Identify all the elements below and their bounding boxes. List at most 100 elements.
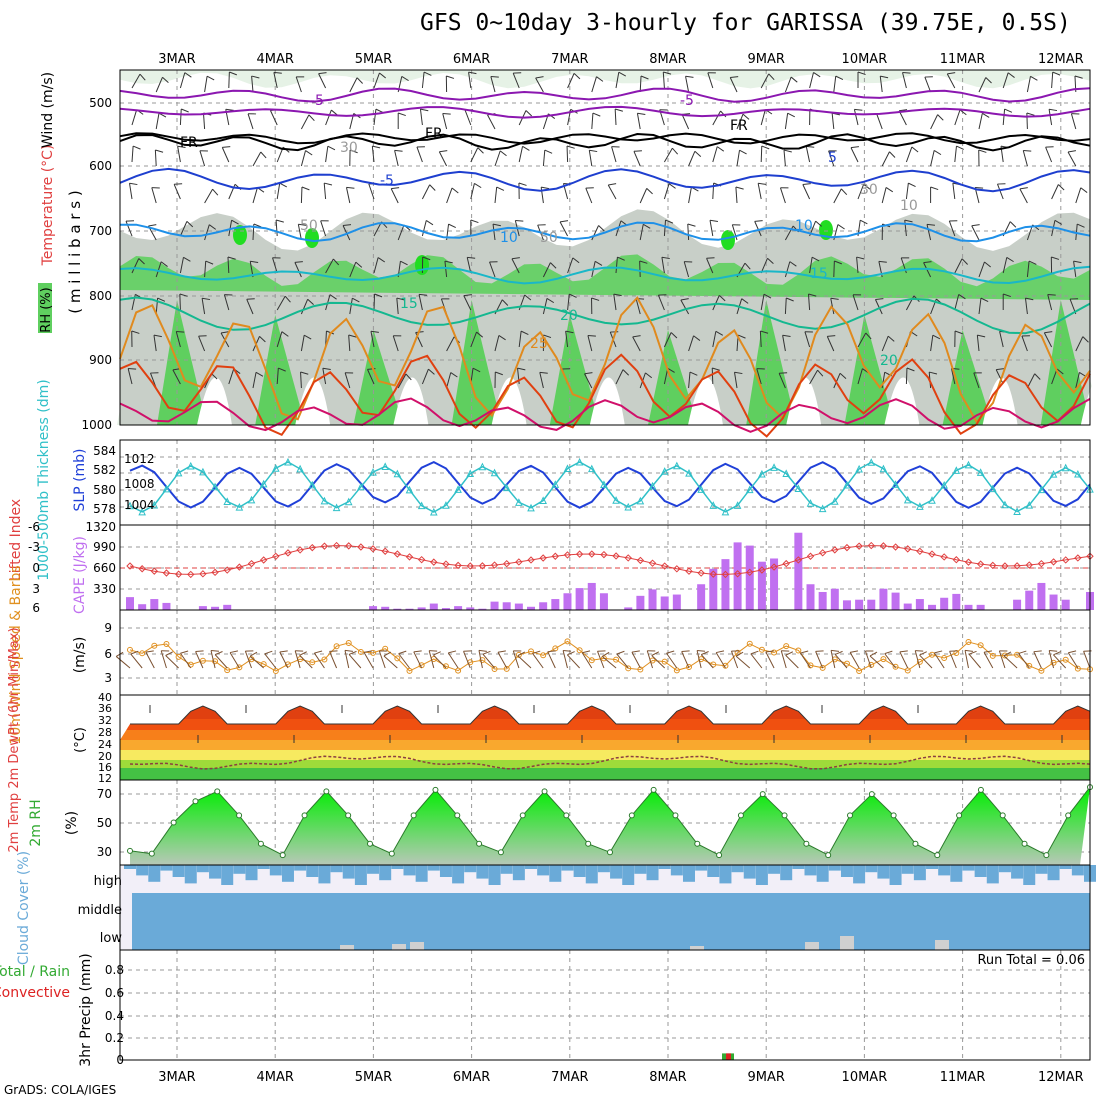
cape-bar [478,608,487,610]
slp-marker [891,480,900,488]
wind10-barb [651,655,666,669]
wind10-barb [195,651,204,669]
cloud-high-bar [427,865,440,871]
wind10-barb [1067,652,1079,669]
wind-barb [367,369,375,385]
rh-marker [519,812,526,819]
date-axes: 3MAR 3MAR 4MAR 4MAR 5MAR 5MAR 6MAR 6MAR 7MAR 7MAR… [158,52,1083,1085]
wind-barb-flag [760,330,769,334]
wind-barb-flag [802,183,811,185]
slp-tick: 1012 [124,452,155,466]
rh-marker [781,812,788,819]
wind10-barb [581,652,593,669]
wind10-barb [115,656,131,669]
wind-barb [325,294,331,311]
wind-barb-flag [598,225,605,232]
bottom-date-label: 9MAR [747,1070,784,1085]
wind-barb-flag [742,113,750,120]
wind-barb [373,293,376,311]
wind-barb-flag [300,371,309,375]
wind10-barb [735,655,751,669]
wind-barb-flag [718,295,726,302]
wind-barb-flag [496,186,505,191]
wind-barb [1045,146,1053,163]
wind-barb [394,150,399,167]
wind-speed-marker [199,657,206,664]
wind10-barb-flag [716,650,725,654]
wind-barb-flag [971,224,980,227]
temp-tick: 24 [98,738,112,751]
wind-barb [584,373,593,389]
wind-barb-flag [1058,184,1065,191]
wind-barb [904,220,907,237]
wind-speed-marker [321,656,328,663]
bottom-date-label: 4MAR [256,1070,293,1085]
wind10-barb-flag [884,650,893,655]
rh-spike-green [353,330,404,425]
wind-barb-flag [303,334,312,340]
wind-barb [227,256,230,274]
cloud-high-bar [281,865,294,882]
rh-spike-green [648,330,698,425]
wind-barb [172,369,181,385]
cloud-high-bar [573,865,586,877]
temp-tick: 20 [98,750,112,763]
cloud-high-bar [816,865,829,882]
wind-barb [492,224,496,241]
wind-barb-flag [284,295,291,303]
wind-barb [681,114,690,130]
wind-barb [228,368,235,385]
wind-barb-flag [439,150,448,153]
wind-barb [663,332,672,348]
wind-barb-flag [278,367,286,372]
wind10-barb [145,651,155,669]
cape-bar [211,606,220,610]
cloud-low-bar [840,936,854,950]
wind10-barb-flag [210,649,220,652]
cloud-high-bar [780,865,793,881]
wind10-barb [681,651,690,669]
slp-marker [211,482,219,491]
cloud-label: Cloud Cover (%) [16,851,32,965]
wind-barb-flag [546,297,555,304]
rh-spike-green [746,300,797,425]
wind-barb [662,72,665,89]
wind10-barb [750,653,763,669]
top-date-label: 6MAR [453,52,490,67]
top-date-label: 11MAR [940,52,986,67]
wind-barb-flag [1028,260,1037,265]
wind-barb [463,295,472,311]
rh-dry-cone [786,377,822,425]
wind10-barb [1083,651,1091,669]
rh-legend-label: RH (%) [39,287,54,332]
cape-bar [429,603,438,610]
wind-barb [494,187,498,204]
wind-barb-flag [889,151,896,158]
cloud-high-bar [124,865,136,869]
li-marker [855,542,863,550]
cloud-high-bar [379,865,392,881]
wind-barb-flag [186,221,194,228]
wind10-barb [383,655,398,669]
wind-barb-flag [573,73,581,80]
wind-barb-flag [205,260,214,265]
wind-barb-flag [355,261,363,268]
slp-marker [332,503,341,512]
wind-speed-marker [576,647,583,654]
wind-barb-flag [694,150,702,157]
rh-marker [236,812,243,819]
wind-barb-flag [517,367,526,371]
wind-barb [905,146,913,163]
temp-band [120,760,1090,768]
wind-barb [1075,372,1080,389]
wind-barb [754,221,762,237]
wind-barb [566,145,569,163]
li-marker [612,552,620,560]
wind-barb-flag [1003,293,1011,298]
wind-barb-flag [374,293,383,298]
slp-marker [600,480,608,488]
cloud-high-bar [889,865,902,885]
isotherm-label: FR [180,135,198,151]
wind-barb [155,77,163,93]
cloud-high-bar [670,865,683,876]
